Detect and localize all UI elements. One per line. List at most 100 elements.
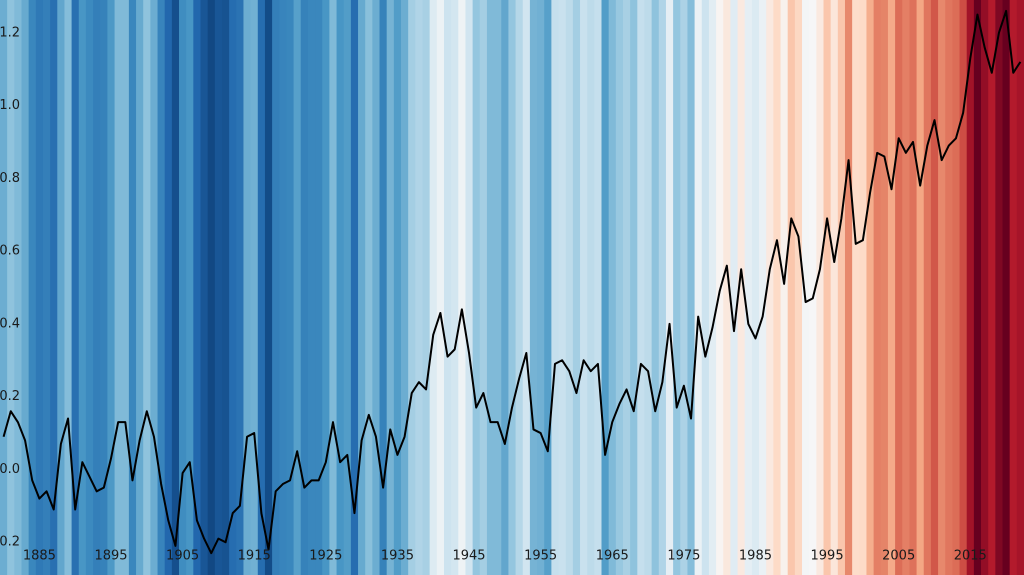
stripe [995, 0, 1004, 575]
stripe [479, 0, 488, 575]
x-tick-label: 1975 [667, 549, 700, 564]
stripe [973, 0, 982, 575]
stripe [21, 0, 30, 575]
stripe [952, 0, 961, 575]
x-tick-label: 1935 [381, 549, 414, 564]
stripe [85, 0, 94, 575]
stripe [837, 0, 846, 575]
stripe [766, 0, 774, 575]
stripe [966, 0, 975, 575]
stripe [830, 0, 839, 575]
stripe [336, 0, 345, 575]
stripe [544, 0, 552, 575]
stripe [458, 0, 466, 575]
stripe [207, 0, 216, 575]
stripe [107, 0, 116, 575]
stripe [816, 0, 824, 575]
stripe [880, 0, 889, 575]
stripe [436, 0, 445, 575]
stripe [472, 0, 481, 575]
stripe [680, 0, 688, 575]
stripe [229, 0, 237, 575]
x-tick-label: 1895 [94, 549, 127, 564]
stripe [128, 0, 137, 575]
stripe [243, 0, 252, 575]
stripe [1002, 0, 1011, 575]
stripe [744, 0, 753, 575]
stripe [572, 0, 581, 575]
stripe [945, 0, 953, 575]
stripe [780, 0, 789, 575]
x-tick-label: 1905 [166, 549, 199, 564]
stripe [379, 0, 388, 575]
stripe [723, 0, 731, 575]
stripe [350, 0, 359, 575]
stripe [372, 0, 381, 575]
stripe [408, 0, 416, 575]
stripe [279, 0, 287, 575]
stripe [501, 0, 509, 575]
x-tick-label: 1995 [811, 549, 844, 564]
stripe [658, 0, 667, 575]
x-tick-label: 1885 [23, 549, 56, 564]
stripe [673, 0, 681, 575]
stripe [580, 0, 588, 575]
stripe [157, 0, 166, 575]
stripe [494, 0, 502, 575]
stripe [179, 0, 187, 575]
stripe [802, 0, 810, 575]
stripe [1016, 0, 1024, 575]
stripe [701, 0, 710, 575]
stripe [522, 0, 531, 575]
stripe [637, 0, 645, 575]
stripe [250, 0, 259, 575]
stripe [236, 0, 244, 575]
stripe [71, 0, 80, 575]
stripe [443, 0, 452, 575]
stripe [322, 0, 330, 575]
stripe [28, 0, 37, 575]
y-tick-label: -0.2 [0, 535, 20, 550]
stripe [751, 0, 760, 575]
stripe [293, 0, 302, 575]
y-tick-label: 1.2 [0, 25, 20, 40]
stripe [193, 0, 202, 575]
stripe [916, 0, 925, 575]
stripe [737, 0, 746, 575]
y-tick-label: 0.4 [0, 316, 20, 331]
stripe [415, 0, 423, 575]
stripe [164, 0, 173, 575]
stripe [264, 0, 273, 575]
x-tick-label: 2005 [882, 549, 915, 564]
stripe [615, 0, 624, 575]
stripe [895, 0, 903, 575]
stripe [451, 0, 459, 575]
stripe [852, 0, 860, 575]
x-tick-label: 1965 [596, 549, 629, 564]
x-tick-label: 2015 [954, 549, 987, 564]
stripe [171, 0, 180, 575]
stripe [93, 0, 101, 575]
stripe [859, 0, 867, 575]
stripe [694, 0, 703, 575]
stripe [401, 0, 409, 575]
stripe [329, 0, 338, 575]
stripe [601, 0, 610, 575]
stripe [50, 0, 58, 575]
stripe [644, 0, 653, 575]
stripe [386, 0, 395, 575]
stripe [143, 0, 151, 575]
stripe [887, 0, 896, 575]
stripe [286, 0, 295, 575]
x-tick-label: 1955 [524, 549, 557, 564]
stripe [422, 0, 431, 575]
stripe [1009, 0, 1018, 575]
stripe [773, 0, 782, 575]
stripe [515, 0, 524, 575]
stripe [873, 0, 882, 575]
stripe [57, 0, 65, 575]
stripe [186, 0, 194, 575]
stripe [486, 0, 495, 575]
temperature-line [2, 9, 1022, 555]
stripe [844, 0, 853, 575]
